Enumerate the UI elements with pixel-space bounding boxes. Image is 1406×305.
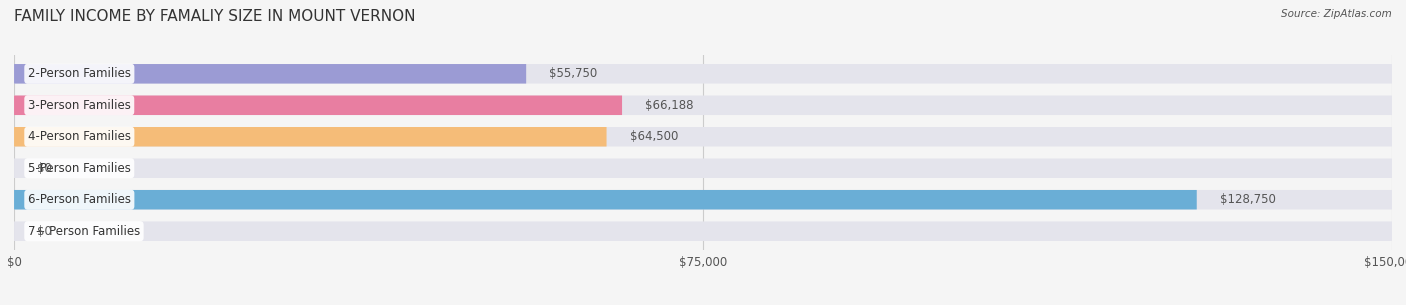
Text: 5-Person Families: 5-Person Families [28,162,131,175]
FancyBboxPatch shape [14,221,1392,241]
Text: Source: ZipAtlas.com: Source: ZipAtlas.com [1281,9,1392,19]
FancyBboxPatch shape [14,95,1392,115]
Text: FAMILY INCOME BY FAMALIY SIZE IN MOUNT VERNON: FAMILY INCOME BY FAMALIY SIZE IN MOUNT V… [14,9,416,24]
FancyBboxPatch shape [14,127,1392,146]
Text: $128,750: $128,750 [1219,193,1275,206]
Text: $64,500: $64,500 [630,130,678,143]
FancyBboxPatch shape [14,159,1392,178]
Text: 7+ Person Families: 7+ Person Families [28,225,141,238]
Text: 6-Person Families: 6-Person Families [28,193,131,206]
Text: 2-Person Families: 2-Person Families [28,67,131,80]
FancyBboxPatch shape [14,190,1197,210]
FancyBboxPatch shape [14,190,1392,210]
FancyBboxPatch shape [14,64,526,84]
Text: $0: $0 [37,162,52,175]
FancyBboxPatch shape [14,127,606,146]
Text: $66,188: $66,188 [645,99,693,112]
Text: 4-Person Families: 4-Person Families [28,130,131,143]
Text: $55,750: $55,750 [550,67,598,80]
FancyBboxPatch shape [14,64,1392,84]
Text: $0: $0 [37,225,52,238]
FancyBboxPatch shape [14,95,621,115]
Text: 3-Person Families: 3-Person Families [28,99,131,112]
